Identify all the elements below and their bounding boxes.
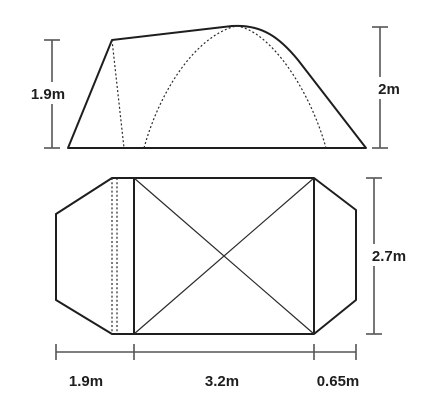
width-label: 2.7m [372, 248, 406, 265]
segment-label-rear: 0.65m [317, 373, 360, 390]
floor-plan-outline [55, 177, 357, 335]
side-view-vestibule-edge [111, 39, 125, 149]
segment-label-vestibule: 1.9m [69, 373, 103, 390]
left-height-label-bg [24, 82, 72, 104]
width-label-bg [362, 244, 414, 266]
segment-label-inner: 3.2m [205, 373, 239, 390]
side-view-outline [67, 24, 367, 149]
right-height-label: 2m [378, 81, 400, 98]
left-height-label: 1.9m [31, 86, 65, 103]
floor-plan-cross-pole-2 [133, 177, 315, 335]
side-view: 1.9m 2m [24, 24, 406, 149]
floor-plan: 2.7m 1.9m 3.2m 0.65m [55, 177, 414, 390]
side-view-pole-arc [143, 25, 327, 149]
length-dimension [55, 344, 357, 360]
right-height-label-bg [366, 77, 406, 99]
